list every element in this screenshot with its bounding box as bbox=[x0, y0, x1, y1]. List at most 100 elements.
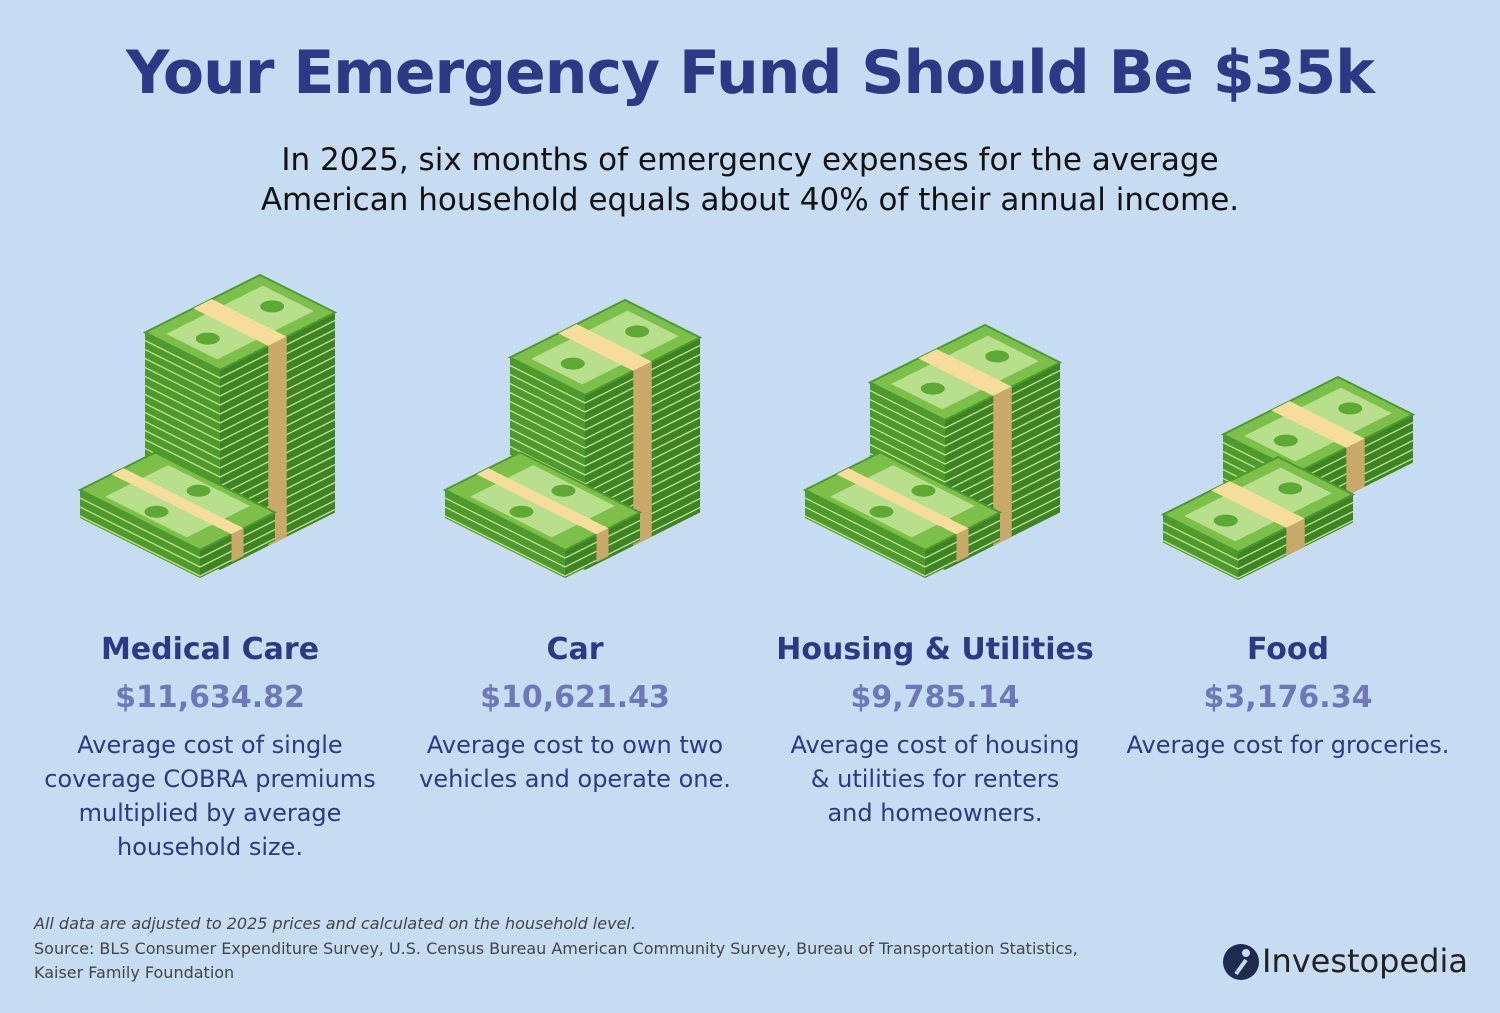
bill-edge bbox=[509, 416, 701, 476]
bill-edge bbox=[144, 319, 336, 379]
bill-seal bbox=[551, 484, 576, 497]
band-side bbox=[956, 528, 969, 563]
title: Your Emergency Fund Should Be $35k bbox=[125, 38, 1375, 108]
bill-edge bbox=[509, 380, 701, 440]
bill-seal bbox=[195, 332, 220, 345]
category-description: Average cost for groceries. bbox=[1126, 731, 1450, 759]
bill-seal bbox=[509, 505, 534, 518]
bill-edge bbox=[869, 387, 1061, 447]
bill-seal bbox=[1278, 482, 1303, 495]
category-description: Average cost of housing & utilities for … bbox=[790, 731, 1080, 827]
band-top bbox=[193, 299, 287, 346]
category-column: Medical Care $11,634.82 Average cost of si… bbox=[10, 632, 410, 864]
bill-edge bbox=[869, 396, 1061, 456]
band-top bbox=[1211, 481, 1305, 528]
category-label: Housing & Utilities bbox=[776, 632, 1094, 667]
category-column: Car $10,621.43 Average cost to own two veh… bbox=[375, 632, 775, 796]
bill-seal bbox=[186, 484, 211, 497]
bill-edge bbox=[869, 414, 1061, 474]
band-side bbox=[633, 361, 652, 546]
bill-seal bbox=[560, 357, 585, 370]
bill-edge bbox=[1162, 519, 1354, 579]
bill-seal bbox=[1273, 434, 1298, 447]
stack-left-face bbox=[1163, 514, 1238, 580]
bill-edge bbox=[1162, 510, 1354, 570]
band-top bbox=[111, 468, 244, 535]
bill-edge bbox=[444, 506, 641, 568]
brand-icon-dot bbox=[1242, 949, 1250, 957]
bill-seal bbox=[911, 484, 936, 497]
bill-edge bbox=[144, 400, 336, 460]
bill-seal bbox=[625, 325, 650, 338]
band-top bbox=[558, 324, 652, 371]
category-amount: $11,634.82 bbox=[115, 680, 305, 715]
bill-edge bbox=[509, 407, 701, 467]
bill-edge bbox=[144, 382, 336, 442]
bill-edge bbox=[804, 506, 1001, 568]
category-amount: $10,621.43 bbox=[480, 680, 670, 715]
bill-edge bbox=[869, 405, 1061, 465]
footnote: All data are adjusted to 2025 prices and… bbox=[34, 914, 636, 933]
category-column: Food $3,176.34 Average cost for groceries. bbox=[1088, 632, 1488, 762]
bill-edge bbox=[869, 378, 1061, 438]
bill-seal bbox=[920, 382, 945, 395]
bill-seal bbox=[144, 505, 169, 518]
bill-edge bbox=[144, 409, 336, 469]
category-label: Food bbox=[1247, 632, 1329, 667]
subtitle: In 2025, six months of emergency expense… bbox=[260, 142, 1240, 218]
band-side bbox=[268, 336, 287, 546]
bill-edge bbox=[509, 389, 701, 449]
bill-edge bbox=[79, 515, 276, 577]
bill-seal bbox=[260, 300, 285, 313]
bill-edge bbox=[509, 398, 701, 458]
bill-seal bbox=[869, 505, 894, 518]
bill-edge bbox=[1162, 501, 1354, 561]
bill-edge bbox=[144, 346, 336, 406]
bill-seal bbox=[1213, 514, 1238, 527]
category-description: Average cost of single coverage COBRA pr… bbox=[44, 731, 376, 861]
band-top bbox=[836, 468, 969, 535]
bill-edge bbox=[804, 515, 1001, 577]
band-side bbox=[1286, 518, 1305, 556]
bill-edge bbox=[509, 362, 701, 422]
band-top bbox=[476, 468, 609, 535]
bill-edge bbox=[144, 364, 336, 424]
band-side bbox=[1346, 438, 1365, 496]
category-amount: $9,785.14 bbox=[850, 680, 1020, 715]
bill-edge bbox=[79, 497, 276, 559]
brand-icon bbox=[1223, 944, 1259, 980]
bill-edge bbox=[144, 373, 336, 433]
band-side bbox=[596, 528, 609, 563]
bill-edge bbox=[444, 515, 641, 577]
category-column: Housing & Utilities $9,785.14 Average cost… bbox=[735, 632, 1135, 830]
band-side bbox=[231, 528, 244, 563]
bill-edge bbox=[144, 391, 336, 451]
bill-edge bbox=[79, 506, 276, 568]
bill-edge bbox=[804, 497, 1001, 559]
stack-left-face bbox=[80, 490, 200, 578]
brand-icon-stroke bbox=[1234, 958, 1248, 976]
category-label: Medical Care bbox=[100, 632, 320, 667]
category-description: Average cost to own two vehicles and ope… bbox=[419, 731, 731, 793]
bill-edge bbox=[509, 353, 701, 413]
bill-seal bbox=[1338, 402, 1363, 415]
band-top bbox=[1271, 401, 1365, 448]
stack-left-face bbox=[445, 490, 565, 578]
bill-edge bbox=[509, 371, 701, 431]
band-side bbox=[993, 386, 1012, 546]
category-label: Car bbox=[546, 632, 604, 667]
bill-edge bbox=[509, 344, 701, 404]
bill-edge bbox=[144, 355, 336, 415]
bill-edge bbox=[144, 418, 336, 478]
bill-edge bbox=[869, 369, 1061, 429]
bill-edge bbox=[444, 497, 641, 559]
bill-seal bbox=[985, 350, 1010, 363]
brand: Investopedia bbox=[1262, 942, 1468, 980]
band-top bbox=[918, 349, 1012, 396]
stack-left-face bbox=[805, 490, 925, 578]
bill-edge bbox=[869, 423, 1061, 483]
bill-edge bbox=[144, 328, 336, 388]
source: Source: BLS Consumer Expenditure Survey,… bbox=[34, 939, 1078, 982]
